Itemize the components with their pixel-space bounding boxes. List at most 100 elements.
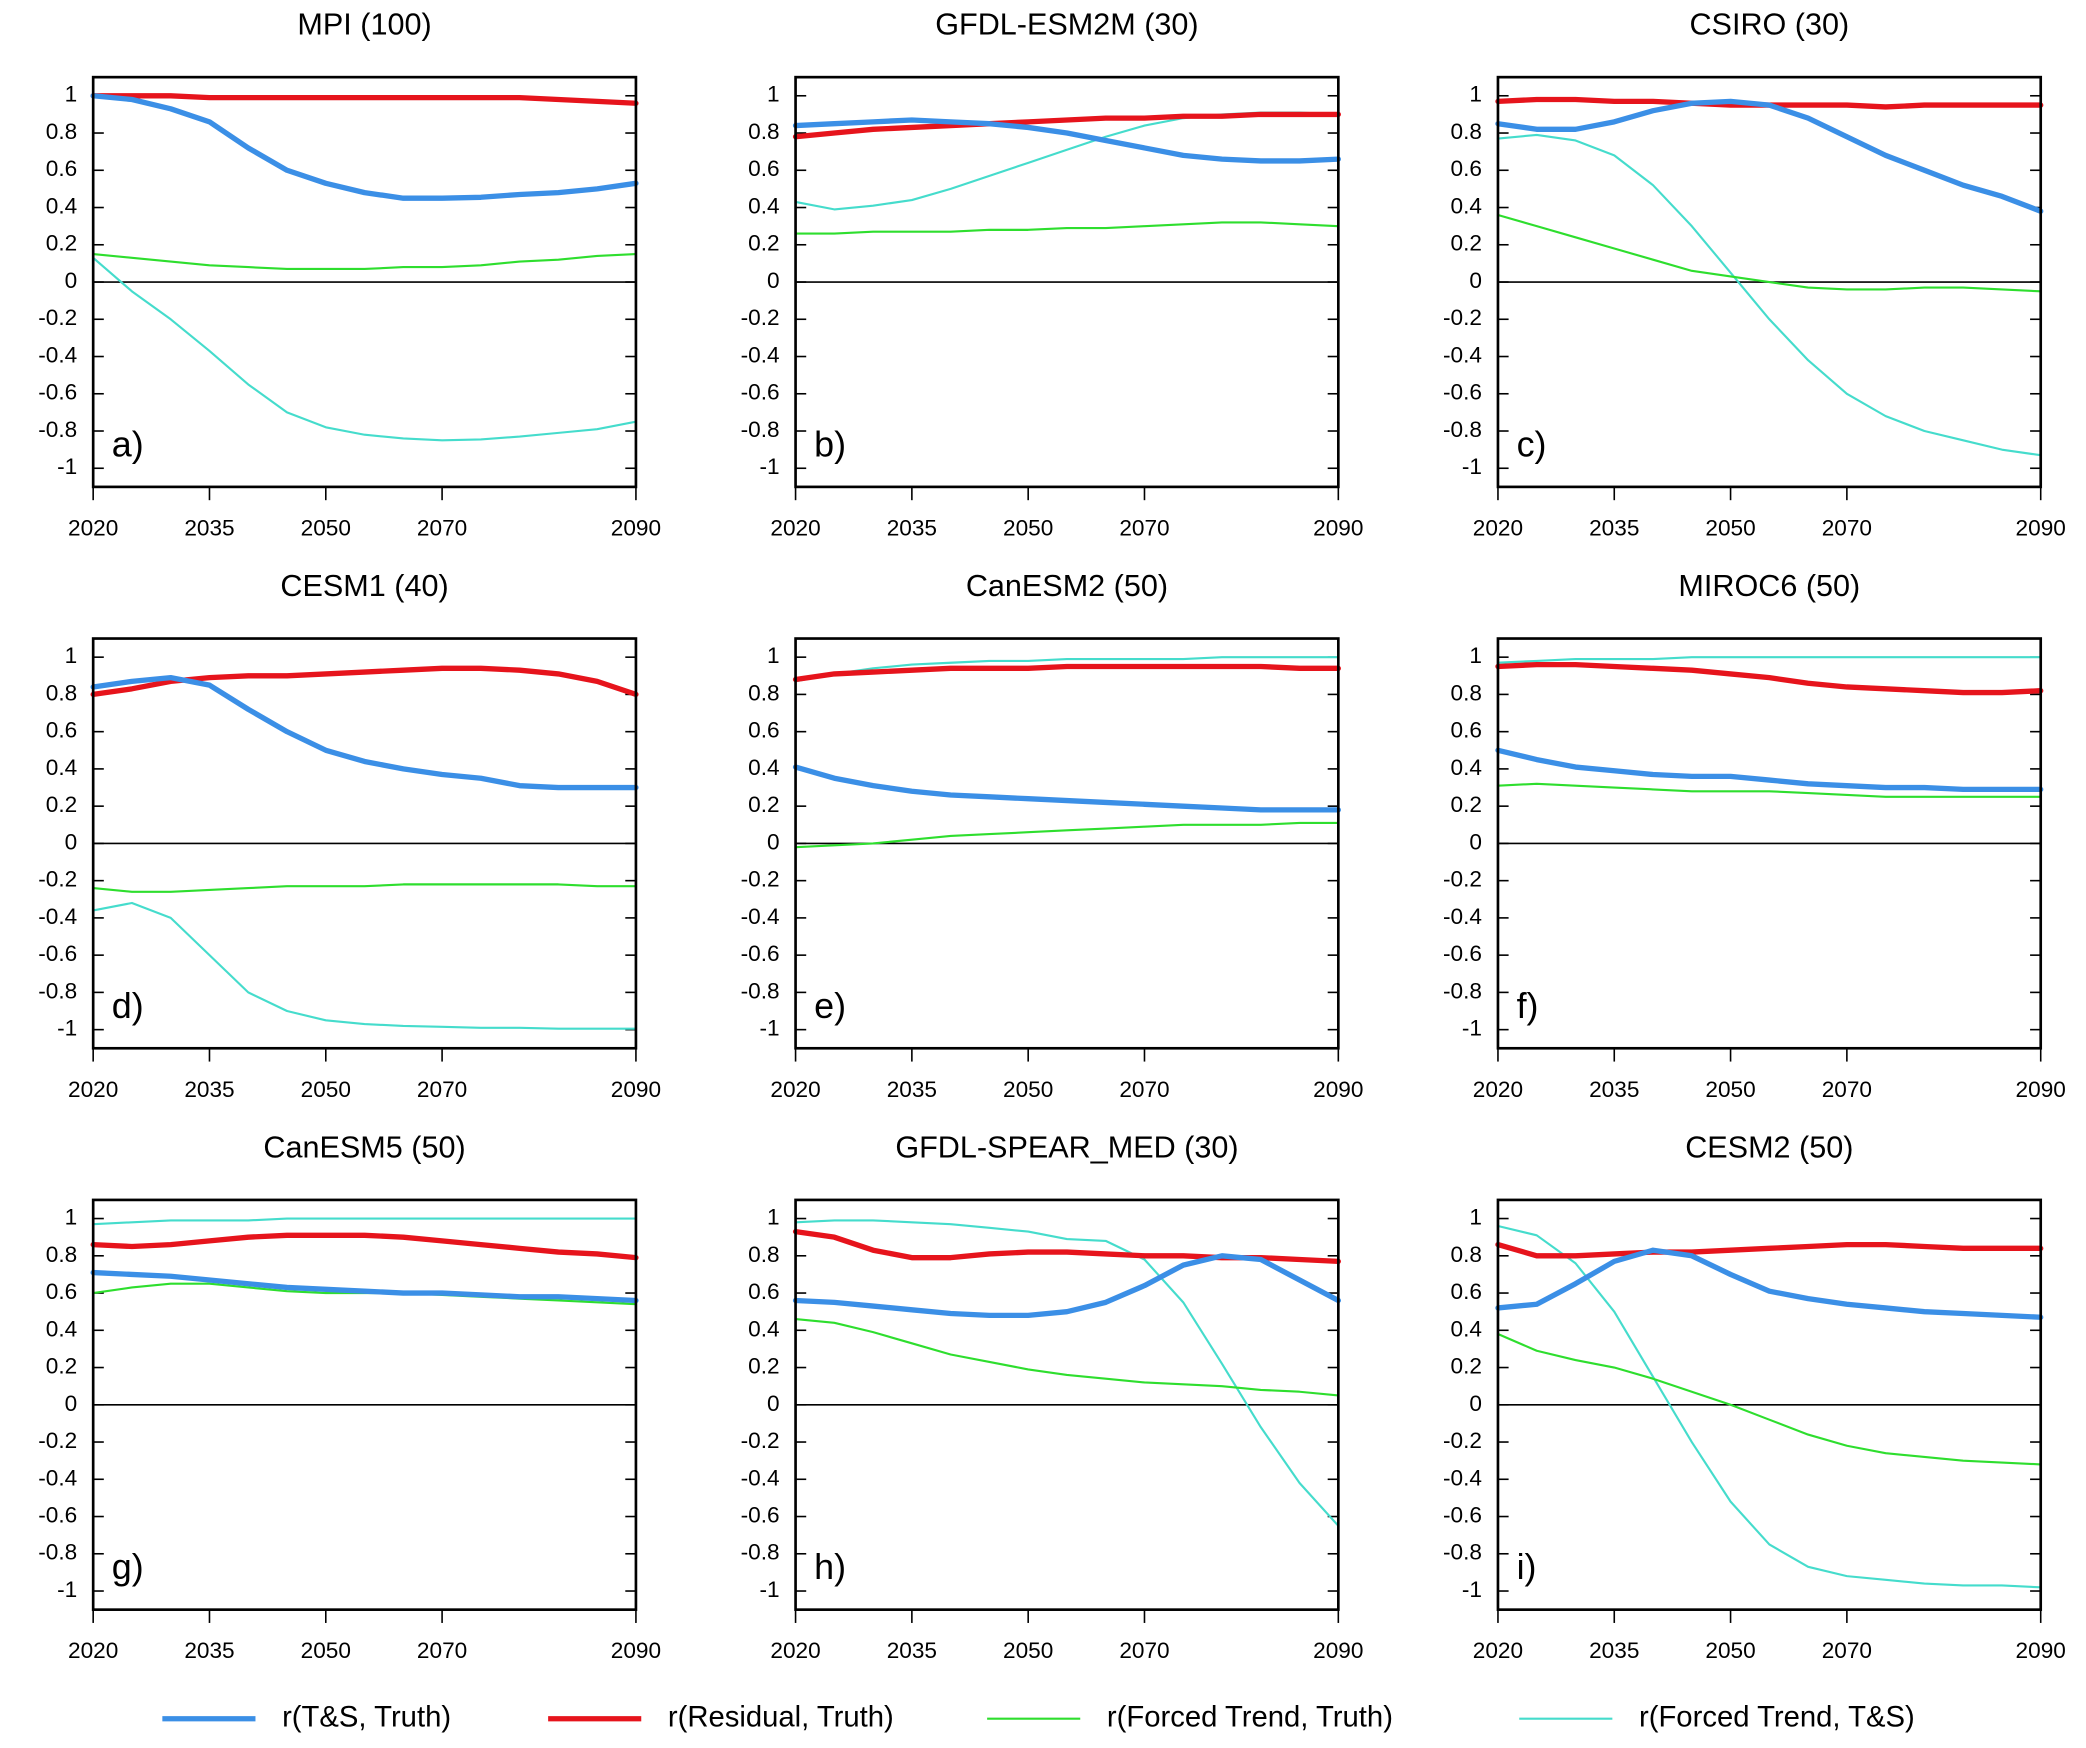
- plot-frame: [91, 1198, 638, 1611]
- plot-frame: [794, 1198, 1340, 1611]
- y-tick-label: 1: [767, 643, 780, 668]
- y-tick-label: -0.6: [741, 380, 780, 405]
- x-tick-label: 2070: [417, 1077, 467, 1102]
- x-tick-label: 2035: [184, 1077, 234, 1102]
- series-line: [792, 111, 1341, 140]
- panel-label: d): [112, 985, 144, 1026]
- panel-label: g): [112, 1546, 144, 1587]
- panel-label: b): [814, 423, 846, 464]
- panel: CESM2 (50) -1 -0.8 -0.6 -0.4 -0.2 0 0.2 0.4 0.6 0.…: [1443, 1130, 2066, 1663]
- plot-frame: [1496, 637, 2043, 1050]
- x-tick-label: 2090: [2016, 1077, 2066, 1102]
- plot-frame: [91, 637, 638, 1050]
- y-tick-label: 1: [65, 643, 78, 668]
- y-tick-label: 0.2: [46, 1354, 77, 1379]
- plot-frame: [1496, 75, 2043, 489]
- plot-frame: [1496, 1198, 2043, 1611]
- y-tick-label: -0.8: [1443, 978, 1482, 1003]
- chart-title: GFDL-ESM2M (30): [935, 8, 1198, 42]
- y-tick-label: -0.4: [38, 1465, 77, 1490]
- y-tick-label: -1: [57, 1016, 77, 1041]
- y-tick-label: 0.6: [748, 1279, 779, 1304]
- y-tick-label: -0.6: [741, 941, 780, 966]
- plot-frame: [91, 75, 638, 489]
- legend-label: r(Forced Trend, T&S): [1639, 1701, 1915, 1733]
- series-line: [1496, 1224, 2042, 1589]
- series-line: [92, 901, 637, 1030]
- series-line: [1496, 213, 2042, 293]
- panel-label: a): [112, 423, 144, 464]
- y-tick-label: -0.2: [741, 867, 780, 892]
- y-tick-label: -0.8: [1443, 417, 1482, 442]
- x-tick-label: 2035: [1589, 515, 1639, 540]
- y-tick-label: 0: [767, 268, 780, 293]
- y-tick-label: -1: [759, 454, 779, 479]
- y-tick-label: -0.6: [38, 380, 77, 405]
- y-tick-label: 0.8: [46, 1242, 77, 1267]
- y-tick-label: -0.2: [38, 1428, 77, 1453]
- series-line: [1495, 1247, 2044, 1320]
- y-tick-label: -0.2: [1443, 867, 1482, 892]
- series-line: [92, 1217, 637, 1226]
- series-line: [90, 674, 639, 791]
- series-line: [92, 253, 637, 271]
- x-tick-label: 2070: [1119, 1638, 1169, 1663]
- y-tick-label: -0.8: [741, 417, 780, 442]
- y-tick-label: 0.2: [748, 1354, 779, 1379]
- y-tick-label: -0.2: [741, 305, 780, 330]
- y-tick-label: -0.4: [1443, 342, 1482, 367]
- y-tick-label: 0: [65, 268, 78, 293]
- y-tick-label: 0.8: [748, 680, 779, 705]
- y-tick-label: -0.6: [1443, 1502, 1482, 1527]
- y-tick-label: 0.2: [748, 792, 779, 817]
- x-tick-label: 2090: [611, 1638, 661, 1663]
- series-line: [1495, 1241, 2044, 1259]
- y-tick-label: -0.8: [38, 978, 77, 1003]
- chart-title: CSIRO (30): [1689, 8, 1849, 42]
- y-tick-label: 0.6: [1451, 1279, 1482, 1304]
- series-line: [1496, 1332, 2042, 1466]
- y-tick-label: -0.2: [1443, 305, 1482, 330]
- x-tick-label: 2020: [68, 1077, 118, 1102]
- y-tick-label: -0.4: [741, 342, 780, 367]
- y-tick-label: -0.4: [38, 904, 77, 929]
- y-tick-label: -0.8: [1443, 1540, 1482, 1565]
- y-tick-label: 0.6: [46, 1279, 77, 1304]
- x-tick-label: 2020: [770, 1638, 820, 1663]
- x-tick-label: 2090: [611, 1077, 661, 1102]
- series-line: [1495, 747, 2044, 793]
- y-tick-label: 0: [65, 1391, 78, 1416]
- panel-label: i): [1517, 1546, 1537, 1587]
- y-tick-label: -0.4: [741, 1465, 780, 1490]
- chart-title: CESM1 (40): [280, 569, 448, 603]
- series-line: [794, 1219, 1340, 1527]
- y-tick-label: 0.2: [1451, 792, 1482, 817]
- y-tick-label: 1: [1469, 1205, 1482, 1230]
- y-tick-label: 0.8: [748, 119, 779, 144]
- x-tick-label: 2050: [301, 1077, 351, 1102]
- x-tick-label: 2090: [1313, 1638, 1363, 1663]
- x-tick-label: 2035: [887, 1638, 937, 1663]
- x-tick-label: 2050: [1705, 515, 1755, 540]
- x-tick-label: 2050: [1003, 515, 1053, 540]
- legend-label: r(T&S, Truth): [282, 1701, 451, 1733]
- y-tick-label: -0.4: [38, 342, 77, 367]
- series-line: [1495, 98, 2044, 214]
- x-tick-label: 2050: [301, 1638, 351, 1663]
- chart-title: CESM2 (50): [1685, 1130, 1853, 1164]
- y-tick-label: -0.4: [741, 904, 780, 929]
- x-tick-label: 2050: [1003, 1077, 1053, 1102]
- y-tick-label: -1: [759, 1016, 779, 1041]
- y-tick-label: -0.6: [1443, 380, 1482, 405]
- x-tick-label: 2020: [770, 1077, 820, 1102]
- x-tick-label: 2070: [1822, 1638, 1872, 1663]
- panel-label: h): [814, 1546, 846, 1587]
- x-tick-label: 2035: [1589, 1077, 1639, 1102]
- series-line: [1496, 656, 2042, 664]
- y-tick-label: -0.2: [741, 1428, 780, 1453]
- series-line: [90, 93, 639, 106]
- y-tick-label: 0.4: [46, 755, 77, 780]
- y-tick-label: 0.6: [1451, 156, 1482, 181]
